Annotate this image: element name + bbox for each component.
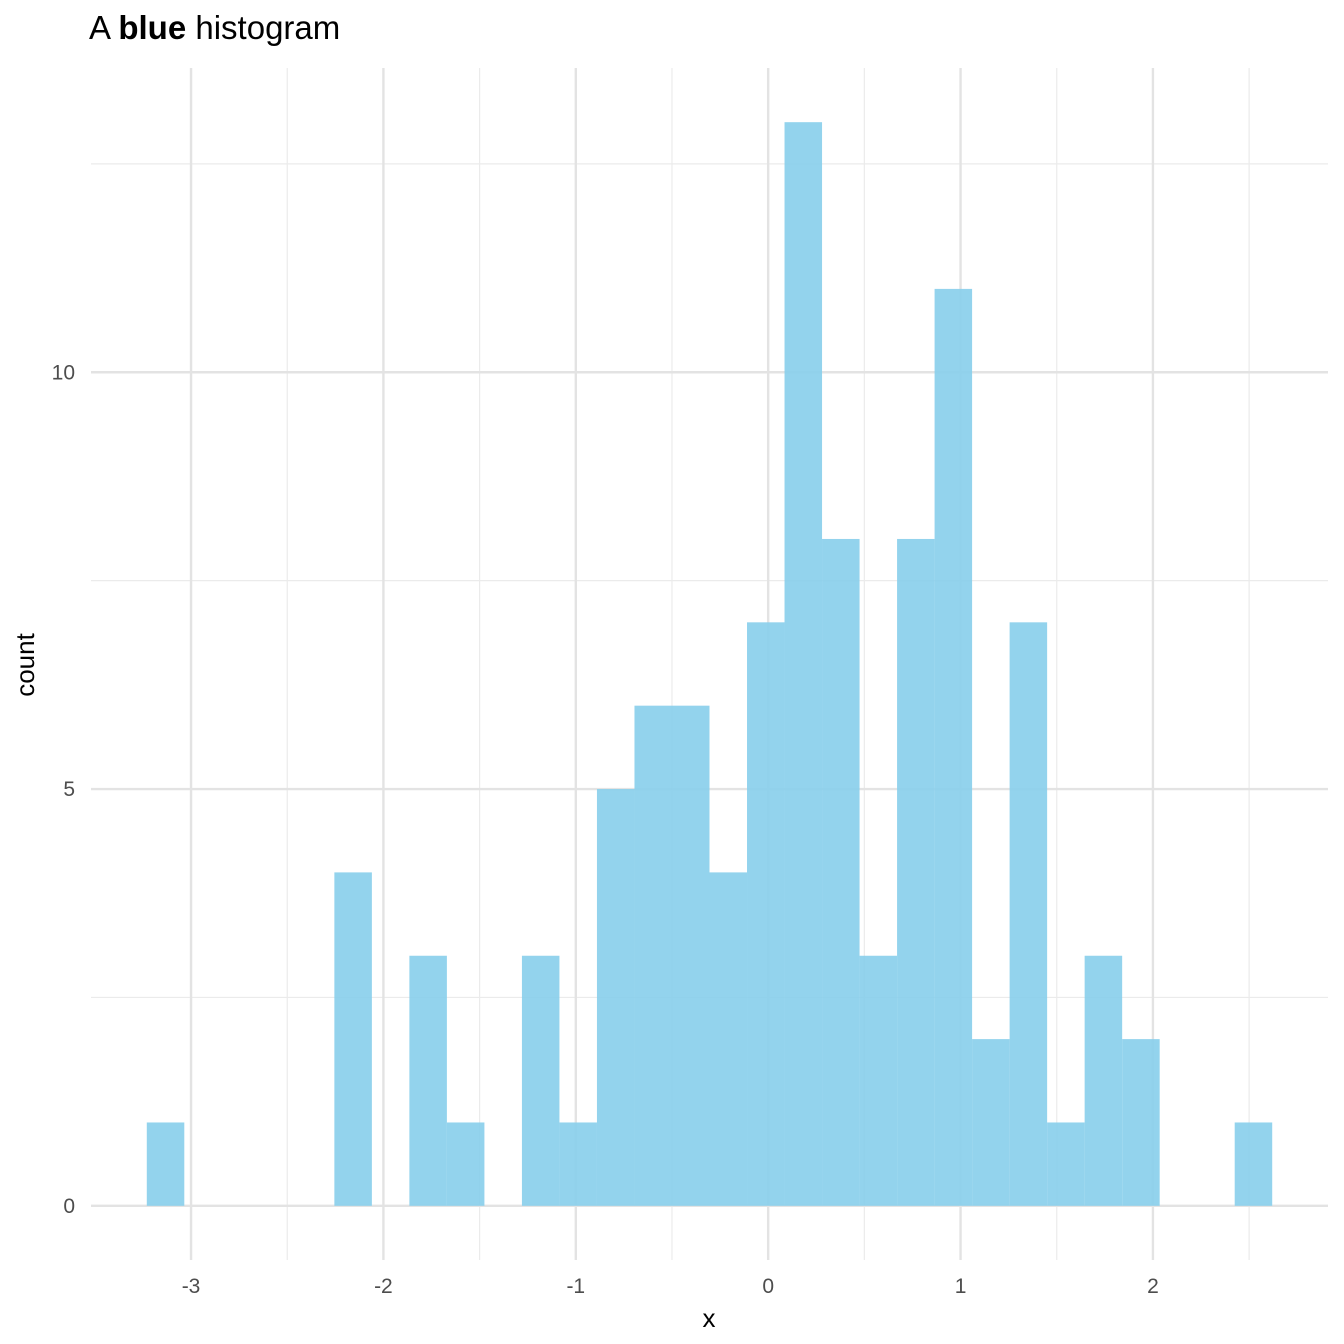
histogram-bar <box>1047 1122 1085 1206</box>
y-tick-label: 0 <box>63 1195 75 1218</box>
histogram-bar <box>334 872 372 1206</box>
y-tick-label: 10 <box>52 361 75 384</box>
histogram-bar <box>559 1122 597 1206</box>
y-tick-label: 5 <box>63 778 75 801</box>
histogram-bar <box>784 122 823 1206</box>
histogram-bar <box>521 955 560 1206</box>
title-suffix: histogram <box>186 9 341 46</box>
histogram-bar <box>897 538 935 1206</box>
histogram-bar <box>409 955 447 1206</box>
histogram-bar <box>146 1122 185 1206</box>
x-tick-label: -3 <box>182 1275 201 1298</box>
histogram-bar <box>1122 1039 1160 1206</box>
histogram-bar <box>859 955 898 1206</box>
histogram-bar <box>446 1122 485 1206</box>
x-tick-label: 0 <box>762 1275 774 1298</box>
x-tick-label: 2 <box>1147 1275 1159 1298</box>
histogram-bar <box>972 1039 1010 1206</box>
x-tick-label: -1 <box>566 1275 585 1298</box>
chart-title: A blue histogram <box>89 8 340 48</box>
histogram-bar <box>822 538 860 1206</box>
y-axis-title: count <box>10 632 40 696</box>
histogram-bar <box>634 705 672 1206</box>
histogram-bar <box>934 288 973 1206</box>
title-bold: blue <box>118 9 187 46</box>
x-tick-label: -2 <box>374 1275 393 1298</box>
x-axis-title: x <box>703 1303 716 1333</box>
histogram-bar <box>1234 1122 1273 1206</box>
y-axis-tick-labels: 0 5 10 <box>52 361 75 1218</box>
histogram-bar <box>709 872 748 1206</box>
x-tick-label: 1 <box>955 1275 967 1298</box>
histogram-bar <box>1084 955 1123 1206</box>
x-axis-tick-labels: -3 -2 -1 0 1 2 <box>182 1275 1159 1298</box>
histogram-bars <box>146 122 1273 1206</box>
histogram-bar <box>747 622 785 1206</box>
title-prefix: A <box>89 9 119 46</box>
histogram-bar <box>596 789 635 1206</box>
histogram-bar <box>671 705 710 1206</box>
minor-gridlines <box>91 68 1328 1260</box>
histogram-bar <box>1009 622 1048 1206</box>
